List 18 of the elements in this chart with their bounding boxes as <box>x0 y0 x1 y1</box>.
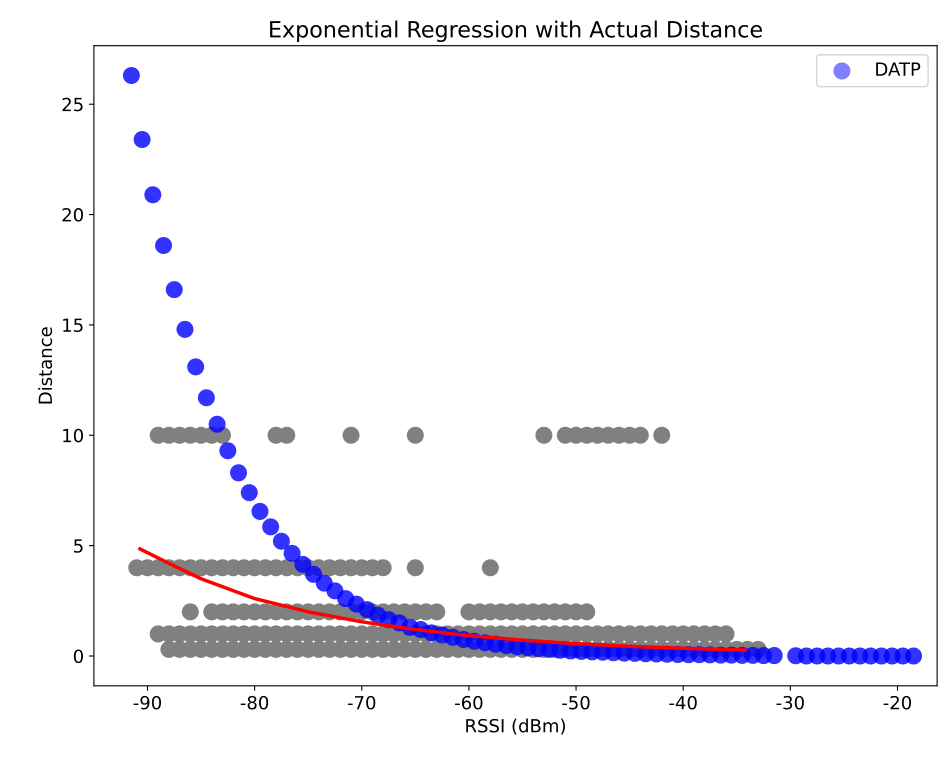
legend-label: DATP <box>876 62 920 76</box>
y-tick-label: 10 <box>63 428 83 442</box>
x-tick-label: -40 <box>669 696 697 710</box>
x-axis-title: RSSI (dBm) <box>466 718 565 735</box>
y-tick-label: 15 <box>63 318 83 332</box>
x-tick-label: -60 <box>455 696 482 710</box>
x-tick-label: -70 <box>348 696 376 710</box>
x-tick-label: -90 <box>134 696 162 710</box>
x-tick-label: -30 <box>776 696 804 710</box>
chart-title: Exponential Regression with Actual Distance <box>270 20 762 42</box>
x-tick-label: -50 <box>562 696 590 710</box>
y-axis-title: Distance <box>38 327 52 404</box>
y-tick-label: 25 <box>62 98 83 112</box>
y-tick-label: 20 <box>62 208 83 222</box>
x-tick-label: -20 <box>884 696 912 710</box>
y-tick-label: 0 <box>74 649 83 664</box>
y-tick-label: 5 <box>74 539 83 553</box>
x-tick-label: -80 <box>240 696 268 710</box>
